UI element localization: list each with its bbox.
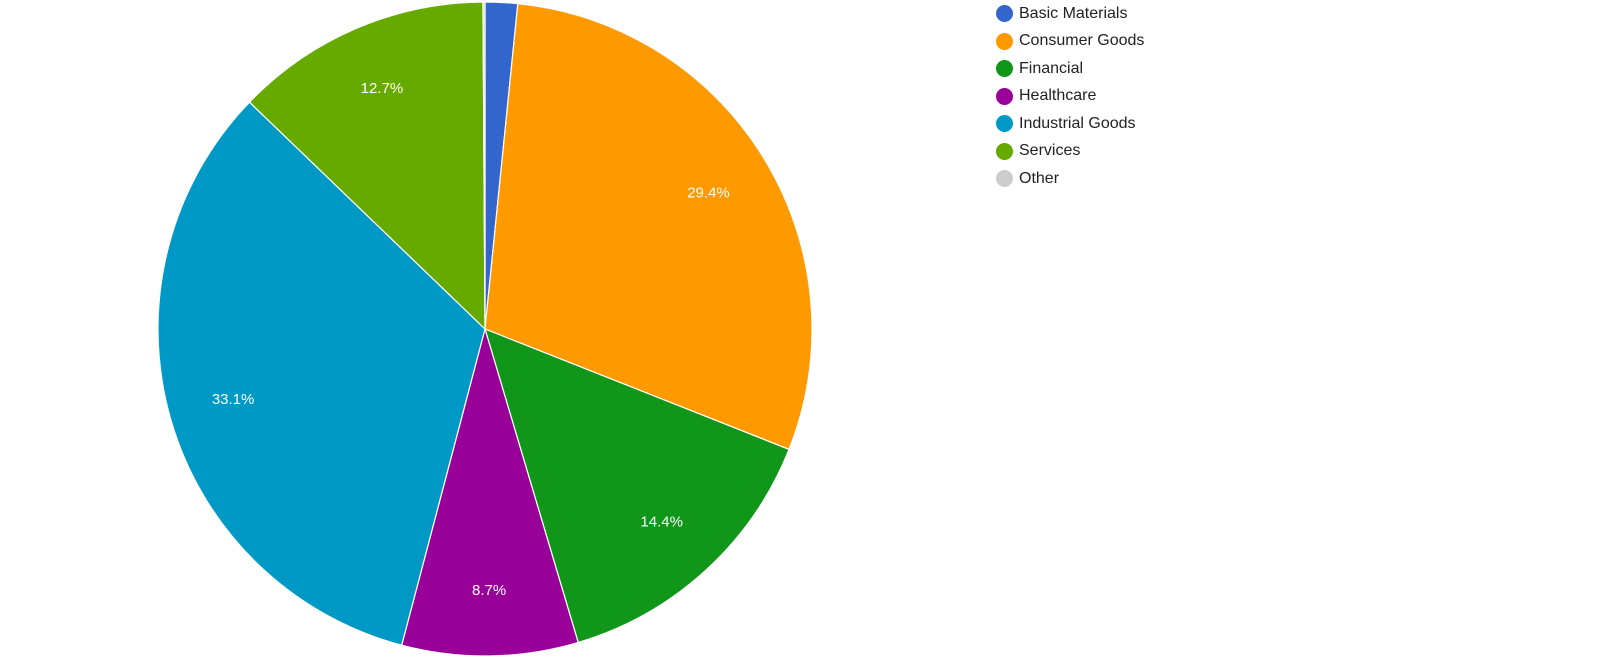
legend-label: Industrial Goods (1019, 114, 1136, 132)
slice-percent-label: 8.7% (472, 582, 506, 599)
slice-percent-label: 12.7% (361, 80, 404, 97)
legend-swatch (996, 115, 1013, 133)
pie-slice-other[interactable] (482, 1, 486, 330)
legend-swatch (996, 87, 1013, 105)
legend-label: Basic Materials (1019, 4, 1128, 22)
legend-item[interactable]: Consumer Goods (996, 28, 1144, 56)
slice-percent-label: 14.4% (640, 513, 683, 530)
legend-swatch (996, 170, 1013, 188)
pie-slice-industrial-goods[interactable] (157, 101, 486, 646)
legend-item[interactable]: Other (996, 165, 1144, 193)
legend-item[interactable]: Basic Materials (996, 0, 1144, 28)
chart-legend: Basic Materials Consumer Goods Financial He… (996, 0, 1144, 193)
legend-item[interactable]: Services (996, 138, 1144, 166)
pie-slice-consumer-goods[interactable] (484, 2, 813, 451)
legend-label: Consumer Goods (1019, 32, 1145, 50)
legend-item[interactable]: Healthcare (996, 83, 1144, 111)
legend-swatch (996, 5, 1013, 23)
legend-swatch (996, 32, 1013, 50)
legend-item[interactable]: Industrial Goods (996, 110, 1144, 138)
legend-label: Healthcare (1019, 87, 1097, 105)
legend-swatch (996, 142, 1013, 160)
pie-slice-labels: 29.4% 14.4% 8.7% 33.1% 12.7% (212, 80, 730, 599)
legend-item[interactable]: Financial (996, 55, 1144, 83)
pie-slices (157, 1, 813, 657)
pie-slice-services[interactable] (248, 1, 486, 331)
legend-label: Other (1019, 169, 1060, 187)
slice-percent-label: 29.4% (687, 185, 730, 202)
pie-slice-financial[interactable] (484, 327, 790, 644)
legend-label: Financial (1019, 59, 1084, 77)
slice-percent-label: 33.1% (212, 391, 255, 408)
pie-slice-healthcare[interactable] (400, 326, 579, 657)
legend-swatch (996, 60, 1013, 78)
legend-label: Services (1019, 142, 1081, 160)
